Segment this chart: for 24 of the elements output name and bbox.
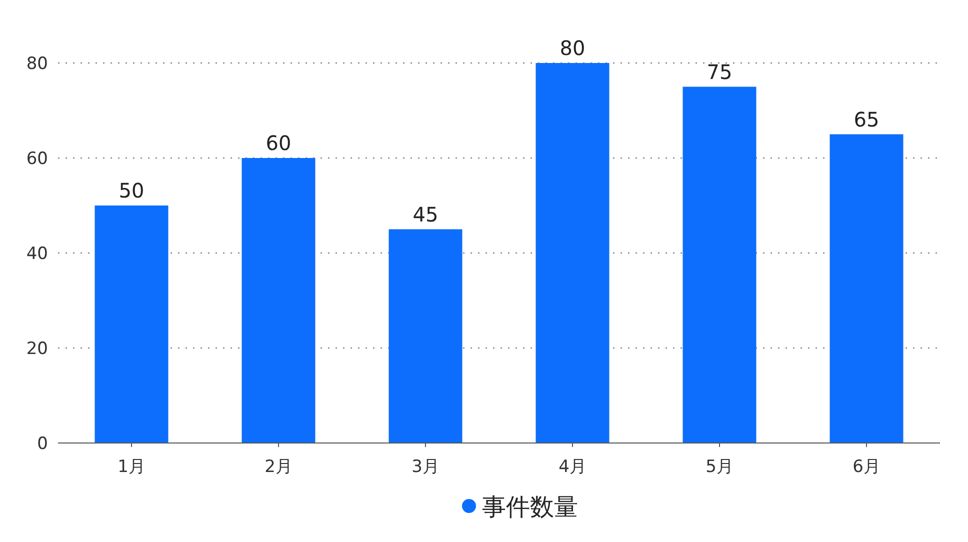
x-tick-label: 2月 bbox=[264, 457, 292, 477]
y-tick-label: 40 bbox=[26, 244, 48, 264]
x-tick-label: 3月 bbox=[412, 457, 440, 477]
data-label: 50 bbox=[118, 178, 144, 202]
bar bbox=[94, 206, 168, 443]
bar bbox=[388, 229, 462, 443]
data-label: 60 bbox=[266, 131, 292, 155]
y-tick-label: 0 bbox=[37, 434, 48, 454]
y-tick-label: 20 bbox=[26, 339, 48, 359]
y-tick-label: 60 bbox=[26, 149, 48, 169]
data-label: 45 bbox=[412, 202, 438, 226]
data-label: 65 bbox=[854, 107, 880, 132]
bar bbox=[536, 63, 610, 443]
y-tick-label: 80 bbox=[26, 54, 48, 74]
legend-label: 事件数量 bbox=[482, 493, 578, 521]
x-tick-label: 5月 bbox=[706, 457, 734, 477]
x-tick-label: 1月 bbox=[118, 457, 146, 477]
bar bbox=[830, 134, 904, 443]
bar bbox=[682, 86, 756, 443]
data-label: 80 bbox=[560, 36, 586, 60]
x-tick-label: 4月 bbox=[558, 457, 586, 477]
x-tick-label: 6月 bbox=[852, 457, 880, 477]
data-label: 75 bbox=[706, 60, 732, 84]
bar bbox=[242, 158, 316, 443]
